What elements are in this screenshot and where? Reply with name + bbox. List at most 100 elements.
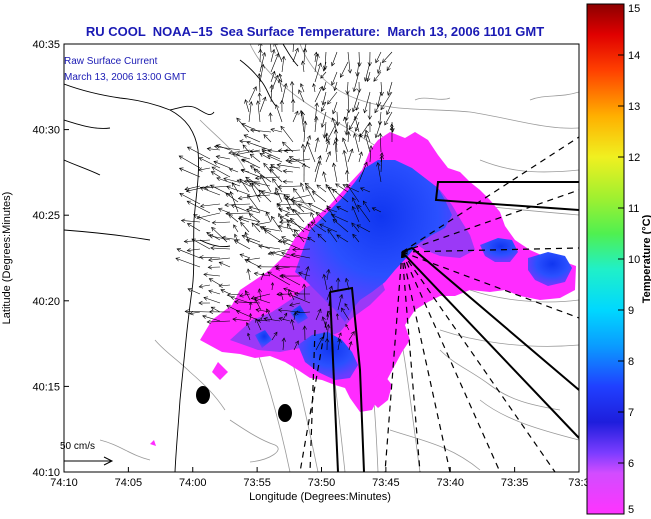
current-vector-head <box>255 308 260 313</box>
current-vector <box>293 312 296 321</box>
current-vector <box>300 83 305 93</box>
current-vector-head <box>208 278 214 283</box>
current-vector <box>210 184 231 196</box>
current-vector <box>314 137 319 153</box>
current-vector-head <box>339 294 344 299</box>
current-vector <box>242 158 261 169</box>
current-vector <box>335 137 338 153</box>
current-vector <box>203 297 221 304</box>
current-vector-head <box>376 69 382 74</box>
current-vector <box>380 91 393 110</box>
current-vector-head <box>180 218 186 223</box>
current-vector <box>285 198 311 205</box>
current-vector-head <box>315 53 320 58</box>
current-vector <box>313 83 316 93</box>
current-vector <box>233 224 239 233</box>
current-vector-head <box>277 212 282 218</box>
current-vector <box>229 168 239 173</box>
current-vector <box>377 61 382 74</box>
current-vector-head <box>320 123 325 128</box>
current-vector <box>374 101 382 113</box>
current-vector <box>199 284 211 288</box>
current-vector <box>246 180 271 187</box>
current-vector-head <box>244 290 249 295</box>
current-vector-head <box>244 259 249 264</box>
current-vector-head <box>268 37 272 41</box>
current-vector <box>323 274 328 291</box>
current-vector <box>245 290 251 301</box>
current-vector-head <box>261 226 266 231</box>
current-vector <box>312 191 327 203</box>
current-vector-head <box>239 293 244 298</box>
current-vector-head <box>257 288 262 293</box>
current-vector-head <box>302 283 307 288</box>
x-tick-label: 73:55 <box>243 477 271 489</box>
current-vector-head <box>326 205 331 210</box>
current-vector-head <box>335 183 340 188</box>
current-vector-head <box>317 233 322 238</box>
current-vector-head <box>217 207 223 212</box>
current-vector <box>210 247 231 250</box>
annotation-line-2: March 13, 2006 13:00 GMT <box>64 72 186 83</box>
current-vector-head <box>208 289 213 294</box>
current-vector <box>352 234 360 243</box>
current-vector-head <box>203 296 208 301</box>
current-vector <box>352 206 360 223</box>
current-vector <box>347 81 349 95</box>
current-vector <box>304 182 316 193</box>
current-vector-head <box>374 133 379 139</box>
current-vector-head <box>286 206 291 211</box>
current-vector-head <box>257 73 262 78</box>
current-vector-head <box>210 306 216 311</box>
current-vector <box>315 336 324 351</box>
current-vector <box>278 208 291 214</box>
current-vector <box>336 313 339 321</box>
current-vector <box>292 44 294 53</box>
current-vector-head <box>281 55 286 61</box>
current-vector <box>337 332 342 341</box>
current-vector <box>342 137 349 153</box>
current-vector <box>375 121 382 138</box>
current-vector-head <box>246 140 251 146</box>
current-vector <box>303 284 306 301</box>
map-title: RU COOL NOAA–15 Sea Surface Temperature:… <box>85 24 545 39</box>
current-vector-head <box>249 153 255 159</box>
current-vector-head <box>337 338 342 343</box>
current-vector-head <box>312 83 316 88</box>
current-vector-head <box>330 81 336 86</box>
current-vector-head <box>257 264 262 270</box>
radar-sector-lines <box>299 136 579 472</box>
current-vector-head <box>218 283 223 288</box>
current-vector-head <box>178 155 184 160</box>
current-vector <box>377 162 382 183</box>
current-vector <box>277 164 301 169</box>
current-vector-head <box>299 182 304 187</box>
current-vector-head <box>353 115 358 121</box>
current-vector <box>331 71 338 86</box>
current-vector <box>300 110 305 133</box>
current-vector <box>347 148 353 163</box>
current-vector <box>236 149 261 155</box>
current-vector <box>357 204 371 223</box>
current-vector <box>270 49 275 63</box>
current-vector-head <box>244 99 249 104</box>
current-vector-head <box>258 244 263 249</box>
current-vector-head <box>351 205 356 211</box>
current-vector-head <box>198 157 204 162</box>
current-vector-head <box>231 152 237 157</box>
current-vector-head <box>257 193 262 198</box>
current-vector-head <box>236 179 242 184</box>
current-vector <box>204 185 231 189</box>
current-vector <box>331 51 338 67</box>
colorbar-tick-label: 13 <box>628 101 640 113</box>
current-vector <box>298 89 305 103</box>
current-vector-head <box>374 108 379 114</box>
current-vector-head <box>326 151 331 156</box>
current-vector-head <box>186 248 192 253</box>
current-vector-head <box>209 184 215 189</box>
current-vector <box>298 204 316 213</box>
current-vector <box>314 86 323 103</box>
current-vector-head <box>234 299 239 305</box>
current-vector <box>345 278 350 291</box>
current-vector-head <box>352 87 357 93</box>
